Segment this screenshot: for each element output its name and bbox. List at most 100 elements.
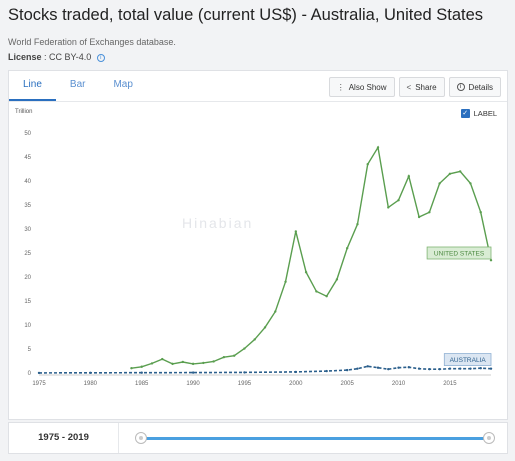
data-point-australia	[37, 371, 41, 375]
details-info-icon: i	[456, 83, 465, 91]
tabs-divider	[9, 101, 507, 102]
license-label: License	[8, 52, 42, 62]
watermark: Hinabian	[182, 215, 254, 231]
data-point-united-states	[366, 163, 369, 166]
data-point-united-states	[181, 360, 185, 364]
year-range-label: 1975 - 2019	[9, 423, 119, 453]
data-point-australia	[366, 365, 369, 368]
chart-type-tabs: Line Bar Map	[9, 71, 147, 101]
data-point-united-states	[253, 338, 256, 341]
data-point-australia	[325, 369, 328, 373]
data-point-united-states	[428, 211, 431, 214]
data-point-australia	[397, 366, 400, 369]
range-start-handle[interactable]	[135, 432, 147, 444]
line-chart: Trillion 0 5 10 15 20 25 30 35 40 45 50 1975 1980 1985…	[15, 109, 493, 387]
label-checkbox[interactable]: ✓	[460, 109, 470, 118]
data-point-united-states	[479, 211, 482, 214]
range-slider-track[interactable]	[135, 432, 495, 444]
toolbar: ⋮ Also Show < Share i Details	[328, 77, 501, 97]
data-point-australia	[407, 366, 411, 369]
x-tick-label: 2005	[341, 381, 355, 387]
data-point-united-states	[212, 360, 215, 363]
x-tick-label: 2010	[392, 381, 406, 387]
license-line: License : CC BY-4.0 i	[8, 52, 105, 62]
y-tick-label: 25	[24, 251, 31, 257]
data-point-united-states	[325, 295, 328, 298]
info-icon[interactable]: i	[96, 53, 105, 62]
series-label-box-united-states	[426, 246, 492, 260]
data-point-united-states	[458, 170, 462, 173]
year-range-bar: 1975 - 2019	[8, 422, 508, 454]
data-point-australia	[345, 368, 349, 372]
data-point-united-states	[171, 362, 174, 366]
data-point-united-states	[294, 230, 298, 233]
tab-line[interactable]: Line	[9, 71, 56, 101]
tab-map[interactable]: Map	[113, 79, 133, 90]
x-tick-label: 1995	[238, 381, 252, 387]
data-point-united-states	[304, 271, 308, 274]
data-point-united-states	[407, 175, 411, 178]
data-point-united-states	[130, 367, 133, 370]
data-point-united-states	[222, 355, 226, 359]
data-point-australia	[469, 367, 472, 370]
data-point-united-states	[448, 172, 452, 175]
data-point-united-states	[161, 357, 164, 361]
data-point-australia	[294, 370, 298, 374]
share-button[interactable]: < Share	[398, 77, 445, 97]
license-value: : CC BY-4.0	[44, 52, 92, 62]
data-point-united-states	[284, 280, 287, 283]
series-label-united-states: UNITED STATES	[434, 251, 485, 258]
y-tick-label: 10	[24, 323, 31, 329]
details-button[interactable]: i Details	[448, 77, 501, 97]
series-line-united-states	[131, 145, 492, 369]
data-point-australia	[458, 367, 462, 370]
data-point-united-states	[438, 182, 441, 185]
data-point-australia	[243, 371, 246, 374]
data-point-united-states	[191, 362, 195, 366]
x-tick-label: 2015	[443, 381, 457, 387]
data-point-united-states	[263, 326, 267, 329]
also-show-button[interactable]: ⋮ Also Show	[328, 77, 395, 97]
series-line-australia	[38, 365, 492, 374]
data-point-australia	[140, 371, 143, 374]
data-point-united-states	[489, 259, 493, 262]
data-point-united-states	[274, 310, 277, 313]
data-point-united-states	[232, 354, 236, 357]
x-tick-label: 1985	[135, 381, 149, 387]
y-tick-label: 30	[24, 227, 31, 233]
x-tick-label: 1975	[32, 381, 46, 387]
data-point-united-states	[140, 365, 143, 368]
data-point-united-states	[356, 223, 359, 226]
y-tick-label: 5	[28, 347, 32, 353]
data-point-united-states	[469, 182, 472, 185]
data-point-united-states	[397, 199, 400, 202]
y-axis-label: Trillion	[15, 109, 32, 115]
share-label: Share	[415, 82, 437, 92]
data-point-australia	[479, 367, 482, 370]
data-point-united-states	[376, 146, 380, 149]
data-point-united-states	[243, 347, 246, 350]
y-tick-label: 15	[24, 299, 31, 305]
data-point-australia	[438, 367, 441, 371]
share-icon: <	[406, 82, 412, 92]
x-tick-label: 2000	[289, 381, 303, 387]
source-text: World Federation of Exchanges database.	[8, 37, 176, 47]
data-point-united-states	[315, 290, 318, 293]
more-vertical-icon: ⋮	[336, 82, 345, 92]
data-point-united-states	[202, 361, 205, 365]
series-label-australia: AUSTRALIA	[450, 357, 487, 364]
range-end-handle[interactable]	[483, 432, 495, 444]
data-point-australia	[191, 371, 195, 374]
label-toggle[interactable]: ✓ LABEL	[460, 109, 497, 118]
label-toggle-text: LABEL	[473, 109, 497, 118]
data-point-australia	[387, 367, 390, 371]
data-point-united-states	[150, 362, 154, 365]
data-point-australia	[428, 367, 431, 371]
x-tick-label: 1990	[186, 381, 200, 387]
data-point-australia	[376, 366, 380, 369]
tab-bar[interactable]: Bar	[69, 79, 86, 90]
data-point-united-states	[417, 215, 421, 219]
x-tick-label: 1980	[84, 381, 98, 387]
data-point-united-states	[345, 247, 349, 250]
y-tick-label: 35	[24, 203, 31, 209]
